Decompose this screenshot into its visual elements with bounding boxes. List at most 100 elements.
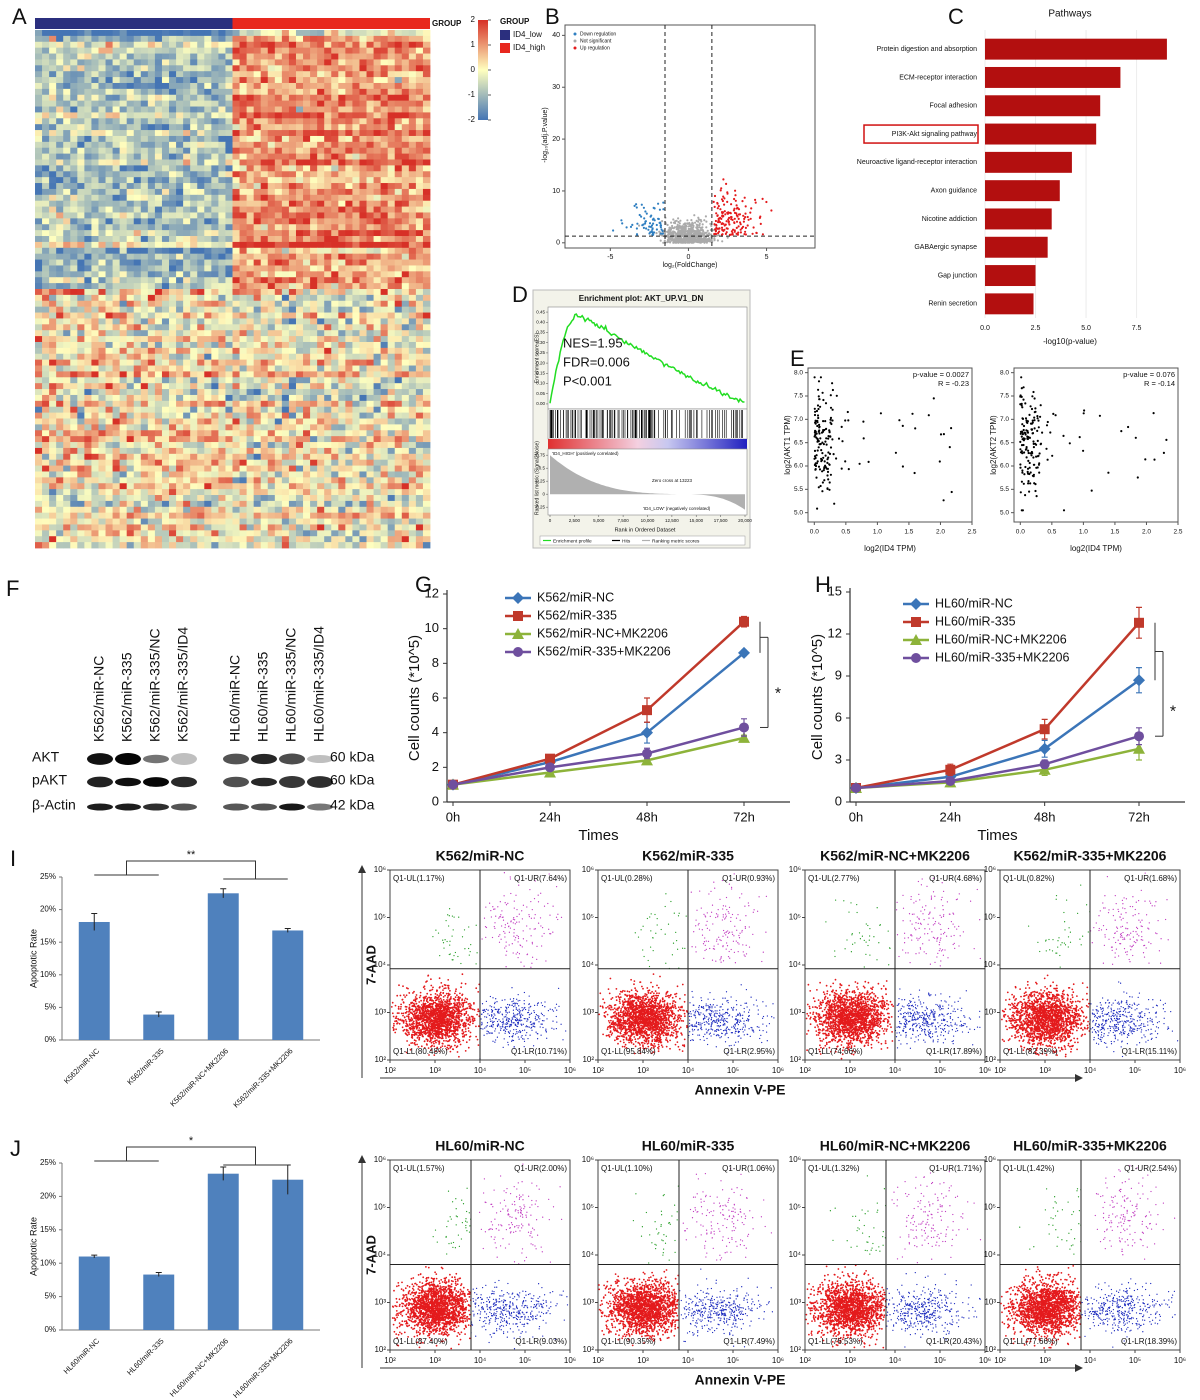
heatmap-cell <box>190 230 198 237</box>
heatmap-cell <box>176 253 184 260</box>
heatmap-cell <box>303 218 311 225</box>
heatmap-cell <box>310 412 318 419</box>
heatmap-cell <box>246 206 255 213</box>
heatmap-cell <box>183 506 191 514</box>
heatmap-cell <box>63 424 71 431</box>
heatmap-cell <box>366 224 374 231</box>
heatmap-cell <box>91 436 99 443</box>
heatmap-cell <box>366 447 374 455</box>
heatmap-cell <box>133 524 142 531</box>
heatmap-cell <box>246 88 255 96</box>
heatmap-cell <box>352 389 360 396</box>
heatmap-cell <box>415 465 424 472</box>
heatmap-cell <box>225 489 233 496</box>
heatmap-cell <box>303 94 311 102</box>
heatmap-cell <box>63 524 71 531</box>
heatmap-cell <box>119 30 128 37</box>
heatmap-cell <box>126 253 135 260</box>
heatmap-cell <box>281 400 290 408</box>
heatmap-cell <box>35 359 43 366</box>
heatmap-cell <box>77 118 85 125</box>
heatmap-cell <box>91 283 99 290</box>
heatmap-cell <box>63 430 71 437</box>
heatmap-cell <box>338 477 346 484</box>
heatmap-cell <box>98 77 106 84</box>
heatmap-cell <box>140 135 149 143</box>
heatmap-cell <box>408 153 417 160</box>
heatmap-cell <box>267 188 276 196</box>
heatmap-cell <box>204 412 212 419</box>
heatmap-cell <box>204 188 212 196</box>
heatmap-cell <box>147 341 156 349</box>
heatmap-cell <box>415 424 424 431</box>
heatmap-cell <box>359 59 367 66</box>
heatmap-cell <box>331 477 339 484</box>
heatmap-cell <box>42 536 50 543</box>
heatmap-cell <box>352 289 360 296</box>
heatmap-cell <box>204 324 212 331</box>
heatmap-cell <box>274 135 283 143</box>
heatmap-cell <box>295 306 304 313</box>
heatmap-cell <box>84 459 92 466</box>
heatmap-cell <box>204 71 212 78</box>
heatmap-cell <box>161 318 170 325</box>
heatmap-cell <box>408 400 417 408</box>
heatmap-cell <box>246 230 255 237</box>
heatmap-cell <box>239 241 248 249</box>
heatmap-cell <box>295 300 304 308</box>
heatmap-cell <box>190 471 198 478</box>
heatmap-cell <box>303 289 311 296</box>
heatmap-cell <box>267 453 276 461</box>
heatmap-cell <box>147 100 156 107</box>
heatmap-cell <box>183 436 191 443</box>
heatmap-cell <box>338 165 346 172</box>
heatmap-cell <box>422 453 431 461</box>
heatmap-cell <box>98 377 106 384</box>
heatmap-cell <box>288 495 297 502</box>
heatmap-cell <box>161 277 170 284</box>
heatmap-cell <box>422 159 431 166</box>
heatmap-cell <box>246 265 255 272</box>
heatmap-cell <box>359 147 367 155</box>
heatmap-cell <box>387 124 396 131</box>
heatmap-cell <box>422 224 431 231</box>
heatmap-cell <box>77 71 85 78</box>
heatmap-cell <box>169 236 177 243</box>
heatmap-cell <box>274 230 283 237</box>
heatmap-cell <box>239 35 248 43</box>
heatmap-cell <box>415 495 424 502</box>
heatmap-cell <box>140 159 149 166</box>
heatmap-cell <box>366 294 374 302</box>
heatmap-cell <box>176 247 184 255</box>
heatmap-cell <box>422 236 431 243</box>
heatmap-cell <box>303 88 311 96</box>
heatmap-cell <box>70 536 78 543</box>
heatmap-cell <box>169 241 177 249</box>
heatmap-cell <box>295 71 304 78</box>
heatmap-cell <box>105 100 113 107</box>
heatmap-cell <box>35 200 43 207</box>
heatmap-cell <box>42 147 50 155</box>
heatmap-cell <box>204 77 212 84</box>
heatmap-cell <box>366 324 374 331</box>
heatmap-cell <box>394 259 403 266</box>
heatmap-cell <box>352 324 360 331</box>
heatmap-cell <box>161 442 170 449</box>
heatmap-cell <box>42 165 50 172</box>
heatmap-cell <box>331 35 339 43</box>
heatmap-cell <box>133 236 142 243</box>
heatmap-cell <box>232 459 240 466</box>
heatmap-cell <box>84 371 92 378</box>
heatmap-cell <box>225 218 233 225</box>
heatmap-cell <box>161 400 170 408</box>
heatmap-cell <box>246 442 255 449</box>
heatmap-cell <box>154 365 163 372</box>
heatmap-cell <box>112 218 121 225</box>
heatmap-cell <box>112 524 121 531</box>
heatmap-cell <box>274 371 283 378</box>
heatmap-cell <box>394 500 403 508</box>
heatmap-cell <box>380 465 389 472</box>
heatmap-cell <box>204 218 212 225</box>
heatmap-cell <box>345 383 353 390</box>
heatmap-cell <box>246 165 255 172</box>
